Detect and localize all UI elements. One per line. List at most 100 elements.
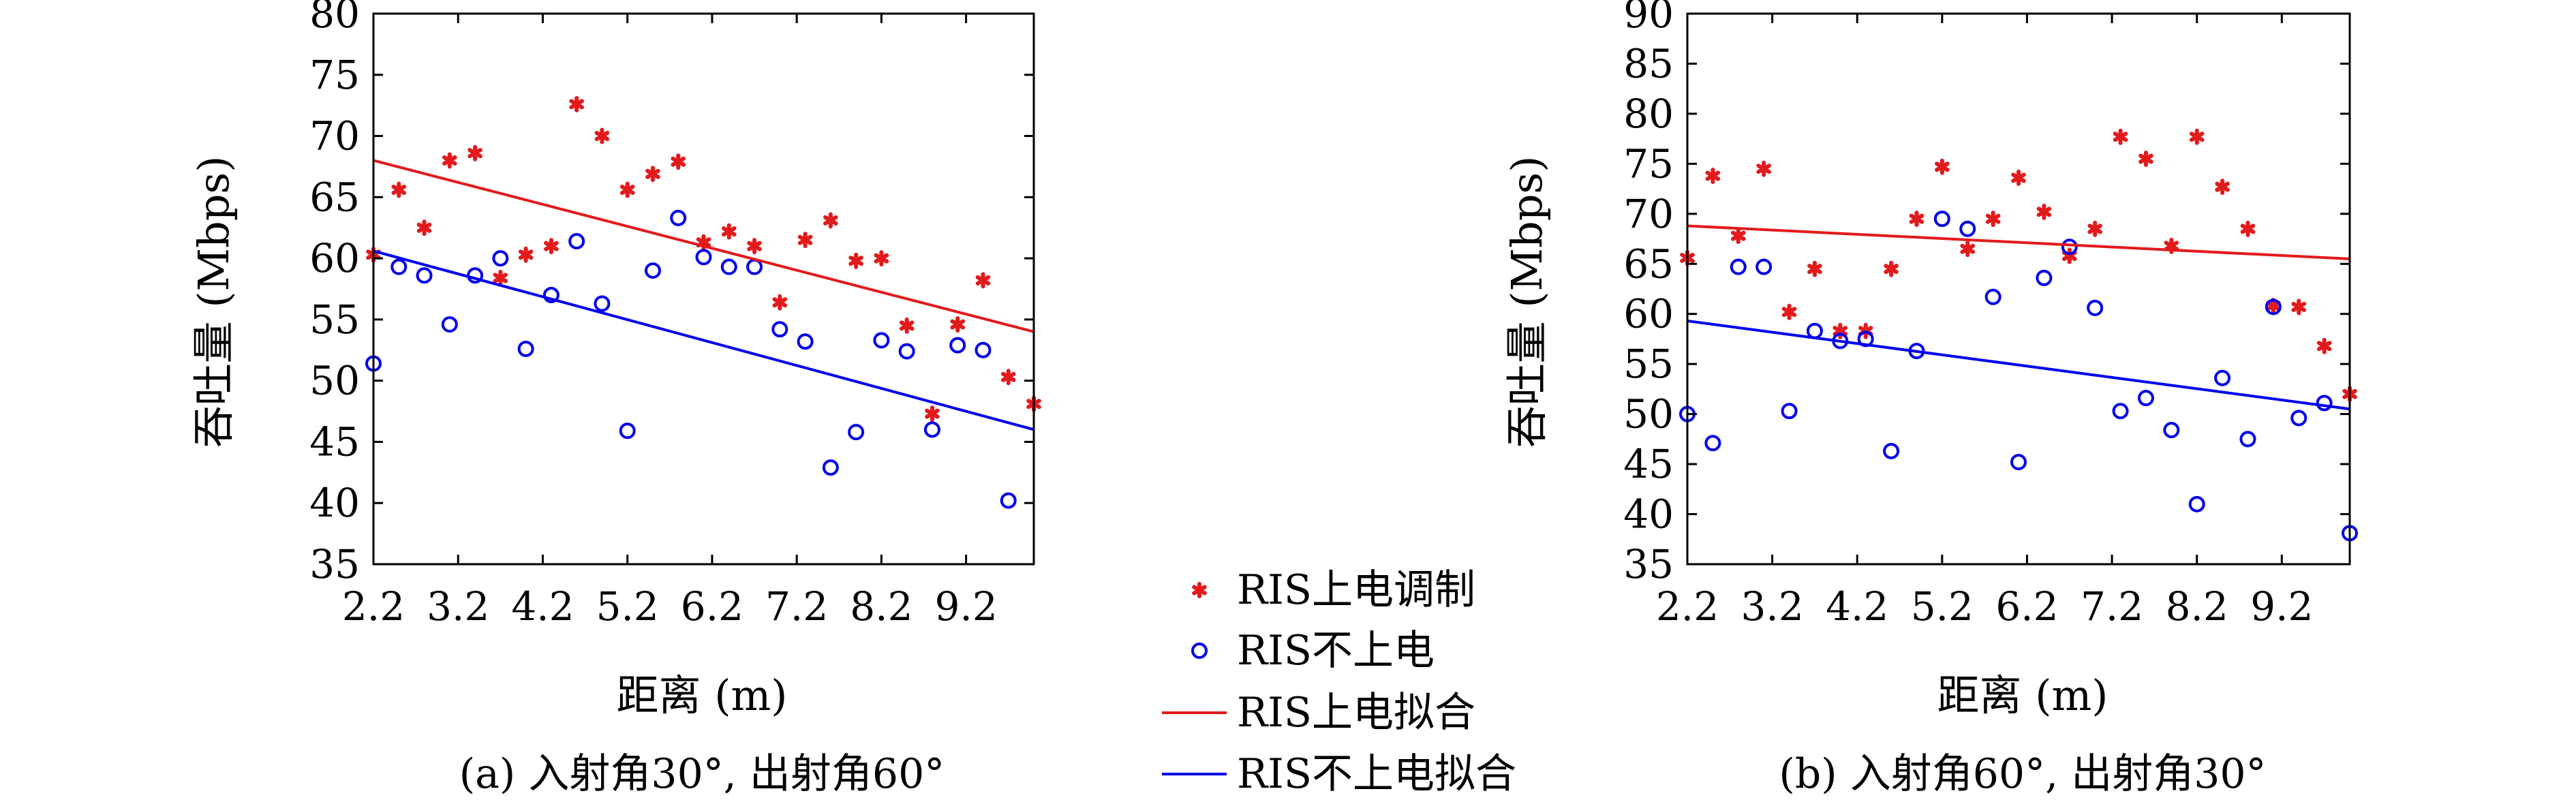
- panel-a-axes-frame: [372, 12, 1035, 566]
- fit-line: [1687, 224, 2350, 260]
- legend-item-powered-fit: RIS上电拟合: [1162, 689, 1475, 737]
- unpowered-point: [2290, 410, 2307, 427]
- unpowered-point: [695, 249, 712, 266]
- legend-circle-marker: [1191, 643, 1208, 659]
- powered-point: [645, 166, 660, 183]
- legend-label: RIS不上电: [1237, 627, 1435, 675]
- panel-a-plot-area: [365, 95, 1041, 509]
- y-tick-label: 85: [1623, 40, 1674, 87]
- unpowered-point: [746, 258, 763, 275]
- powered-point: [2036, 203, 2052, 220]
- y-tick-label: 40: [1623, 491, 1674, 538]
- panel-b-x-axis-label: 距离 (m): [1937, 670, 2109, 720]
- y-tick-label: 45: [1623, 441, 1674, 487]
- powered-point: [2087, 220, 2102, 237]
- unpowered-point: [848, 424, 865, 441]
- y-tick-label: 60: [309, 235, 360, 281]
- unpowered-point: [923, 421, 940, 438]
- panel-a: 35 40 45 50 55 60 65 70 75 80 2.2 3.2 4.2 5.2 6.2 7.2 8.…: [189, 0, 1041, 798]
- powered-point: [2113, 128, 2128, 145]
- powered-point: [1833, 322, 1848, 339]
- axes-frame: [1686, 12, 2351, 566]
- fit-line: [1687, 320, 2350, 411]
- unpowered-point: [898, 343, 915, 360]
- unpowered-point: [1806, 322, 1823, 339]
- x-tick-label: 6.2: [1995, 583, 2058, 630]
- x-tick-label: 2.2: [342, 583, 405, 630]
- unpowered-point: [492, 250, 509, 267]
- unpowered-point: [2137, 390, 2154, 407]
- y-tick-label: 75: [309, 52, 360, 98]
- unpowered-point: [2087, 299, 2104, 316]
- x-tick-label: 7.2: [2081, 583, 2143, 630]
- x-tick-label: 8.2: [850, 583, 913, 630]
- unpowered-point: [2163, 422, 2180, 439]
- panel-b-caption: (b) 入射角60°, 出射角30°: [1779, 750, 2266, 798]
- powered-point: [569, 95, 584, 112]
- x-tick-label: 3.2: [1741, 583, 1803, 630]
- x-tick-label: 8.2: [2166, 583, 2228, 630]
- fit-line: [373, 249, 1034, 431]
- panel-a-caption: (a) 入射角30°, 出射角60°: [459, 750, 945, 798]
- panel-a-x-axis-label: 距离 (m): [617, 670, 788, 720]
- y-tick-label: 40: [309, 480, 360, 526]
- x-tick-label: 9.2: [934, 583, 997, 630]
- unpowered-point: [568, 232, 585, 249]
- y-tick-label: 55: [309, 296, 360, 343]
- powered-point: [1730, 228, 1746, 245]
- y-tick-label: 50: [309, 358, 360, 404]
- powered-point: [518, 246, 534, 263]
- powered-point: [848, 252, 863, 269]
- unpowered-point: [822, 459, 839, 476]
- unpowered-point: [390, 258, 408, 275]
- fit-line: [373, 159, 1034, 333]
- powered-point: [1960, 241, 1976, 258]
- unpowered-point: [2214, 369, 2231, 386]
- powered-point: [721, 223, 737, 240]
- powered-point: [671, 153, 686, 170]
- unpowered-point: [797, 333, 814, 350]
- powered-point: [874, 250, 889, 267]
- powered-point: [619, 181, 635, 198]
- unpowered-point: [1883, 442, 1900, 459]
- panel-a-y-axis-label: 吞吐量 (Mbps): [189, 156, 239, 448]
- powered-point: [2291, 298, 2307, 315]
- unpowered-point: [1959, 220, 1976, 237]
- unpowered-point: [1781, 403, 1798, 420]
- x-tick-label: 2.2: [1656, 583, 1719, 630]
- powered-point: [1705, 167, 1721, 184]
- panel-b-y-axis-label: 吞吐量 (Mbps): [1502, 156, 1552, 448]
- unpowered-point: [1704, 435, 1721, 452]
- powered-point: [442, 152, 457, 169]
- powered-point: [925, 405, 940, 422]
- powered-point: [823, 212, 838, 229]
- powered-point: [1884, 260, 1899, 277]
- unpowered-point: [1000, 492, 1017, 509]
- x-tick-label: 3.2: [427, 583, 489, 630]
- legend-circle-glyph: [1191, 643, 1208, 659]
- unpowered-point: [975, 341, 992, 358]
- powered-point: [2189, 128, 2205, 145]
- legend-label: RIS上电调制: [1237, 566, 1475, 614]
- axes-frame: [372, 12, 1035, 566]
- powered-point: [2240, 220, 2256, 237]
- powered-point: [2164, 237, 2179, 254]
- y-tick-label: 35: [309, 541, 360, 587]
- powered-point: [467, 144, 482, 161]
- x-tick-label: 5.2: [1911, 583, 1974, 630]
- y-tick-label: 80: [309, 0, 360, 37]
- x-tick-label: 9.2: [2250, 583, 2313, 630]
- powered-point: [391, 181, 407, 198]
- legend-item-unpowered: RIS不上电: [1191, 627, 1435, 675]
- powered-point: [2011, 169, 2026, 186]
- unpowered-point: [2036, 269, 2053, 286]
- unpowered-point: [771, 321, 788, 338]
- powered-point: [416, 219, 432, 236]
- powered-point: [2266, 297, 2281, 314]
- powered-point: [2138, 151, 2153, 168]
- unpowered-point: [720, 258, 737, 275]
- panel-b-axes-frame: [1686, 12, 2351, 566]
- powered-point: [696, 234, 711, 251]
